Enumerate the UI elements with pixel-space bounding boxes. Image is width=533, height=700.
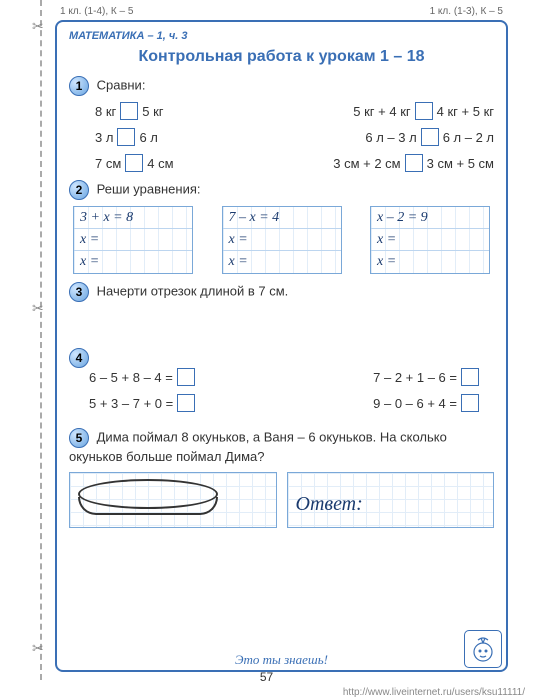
task-number: 1 [69,76,89,96]
meta-right: 1 кл. (1-3), К – 5 [430,6,503,17]
calc-row: 6 – 5 + 8 – 4 =7 – 2 + 1 – 6 = [89,368,479,386]
subject-label: МАТЕМАТИКА – 1, ч. 3 [69,30,494,42]
compare-box[interactable] [405,154,423,172]
task-text: Дима поймал 8 окуньков, а Ваня – 6 окунь… [69,429,447,464]
task-3: 3 Начерти отрезок длиной в 7 см. [69,282,494,340]
task-label: Начерти отрезок длиной в 7 см. [97,283,289,298]
compare-box[interactable] [120,102,138,120]
answer-box[interactable] [461,394,479,412]
grid-cell: 3 + x = 8 [74,207,192,229]
grid-cell: x = [223,251,341,273]
equation-grid[interactable]: 3 + x = 8x =x = [73,206,193,274]
grid-cell: x – 2 = 9 [371,207,489,229]
task-label: Сравни: [97,77,146,92]
footer: Это ты знаешь! [57,652,506,668]
compare-row: 3 л6 л6 л – 3 л6 л – 2 л [95,128,494,146]
watermark: http://www.liveinternet.ru/users/ksu1111… [343,687,525,698]
compare-box[interactable] [415,102,433,120]
task-2: 2 Реши уравнения: 3 + x = 8x =x =7 – x =… [69,180,494,274]
grid-cell: x = [223,229,341,251]
compare-row: 7 см4 см3 см + 2 см3 см + 5 см [95,154,494,172]
grid-cell: x = [371,251,489,273]
task-number: 5 [69,428,89,448]
scissors-icon: ✂ [32,18,44,35]
page-frame: МАТЕМАТИКА – 1, ч. 3 Контрольная работа … [55,20,508,672]
compare-box[interactable] [125,154,143,172]
footer-text: Это ты знаешь! [235,652,328,668]
grid-cell: x = [74,229,192,251]
grid-cell: x = [371,229,489,251]
compare-row: 8 кг5 кг5 кг + 4 кг4 кг + 5 кг [95,102,494,120]
calc-row: 5 + 3 – 7 + 0 =9 – 0 – 6 + 4 = [89,394,479,412]
page-title: Контрольная работа к урокам 1 – 18 [69,48,494,66]
cut-line [40,0,42,680]
page-meta: 1 кл. (1-4), К – 5 1 кл. (1-3), К – 5 [60,6,503,17]
task-4: 4 6 – 5 + 8 – 4 =7 – 2 + 1 – 6 = 5 + 3 – … [69,348,494,420]
scissors-icon: ✂ [32,300,44,317]
task-number: 3 [69,282,89,302]
grid-cell: 7 – x = 4 [223,207,341,229]
grid-cell: x = [74,251,192,273]
scissors-icon: ✂ [32,640,44,657]
compare-box[interactable] [117,128,135,146]
equation-grid[interactable]: x – 2 = 9x =x = [370,206,490,274]
mascot-icon [464,630,502,668]
page-number: 57 [0,670,533,684]
task-label: Реши уравнения: [97,181,201,196]
equation-grid[interactable]: 7 – x = 4x =x = [222,206,342,274]
task-1: 1 Сравни: 8 кг5 кг5 кг + 4 кг4 кг + 5 кг… [69,76,494,172]
compare-box[interactable] [421,128,439,146]
answer-box[interactable] [177,368,195,386]
diagram-box [69,472,277,528]
task-5: 5 Дима поймал 8 окуньков, а Ваня – 6 оку… [69,428,494,528]
answer-box[interactable] [461,368,479,386]
answer-label: Ответ: [296,493,363,516]
answer-box[interactable]: Ответ: [287,472,495,528]
meta-left: 1 кл. (1-4), К – 5 [60,6,133,17]
answer-box[interactable] [177,394,195,412]
task-number: 4 [69,348,89,368]
task-number: 2 [69,180,89,200]
